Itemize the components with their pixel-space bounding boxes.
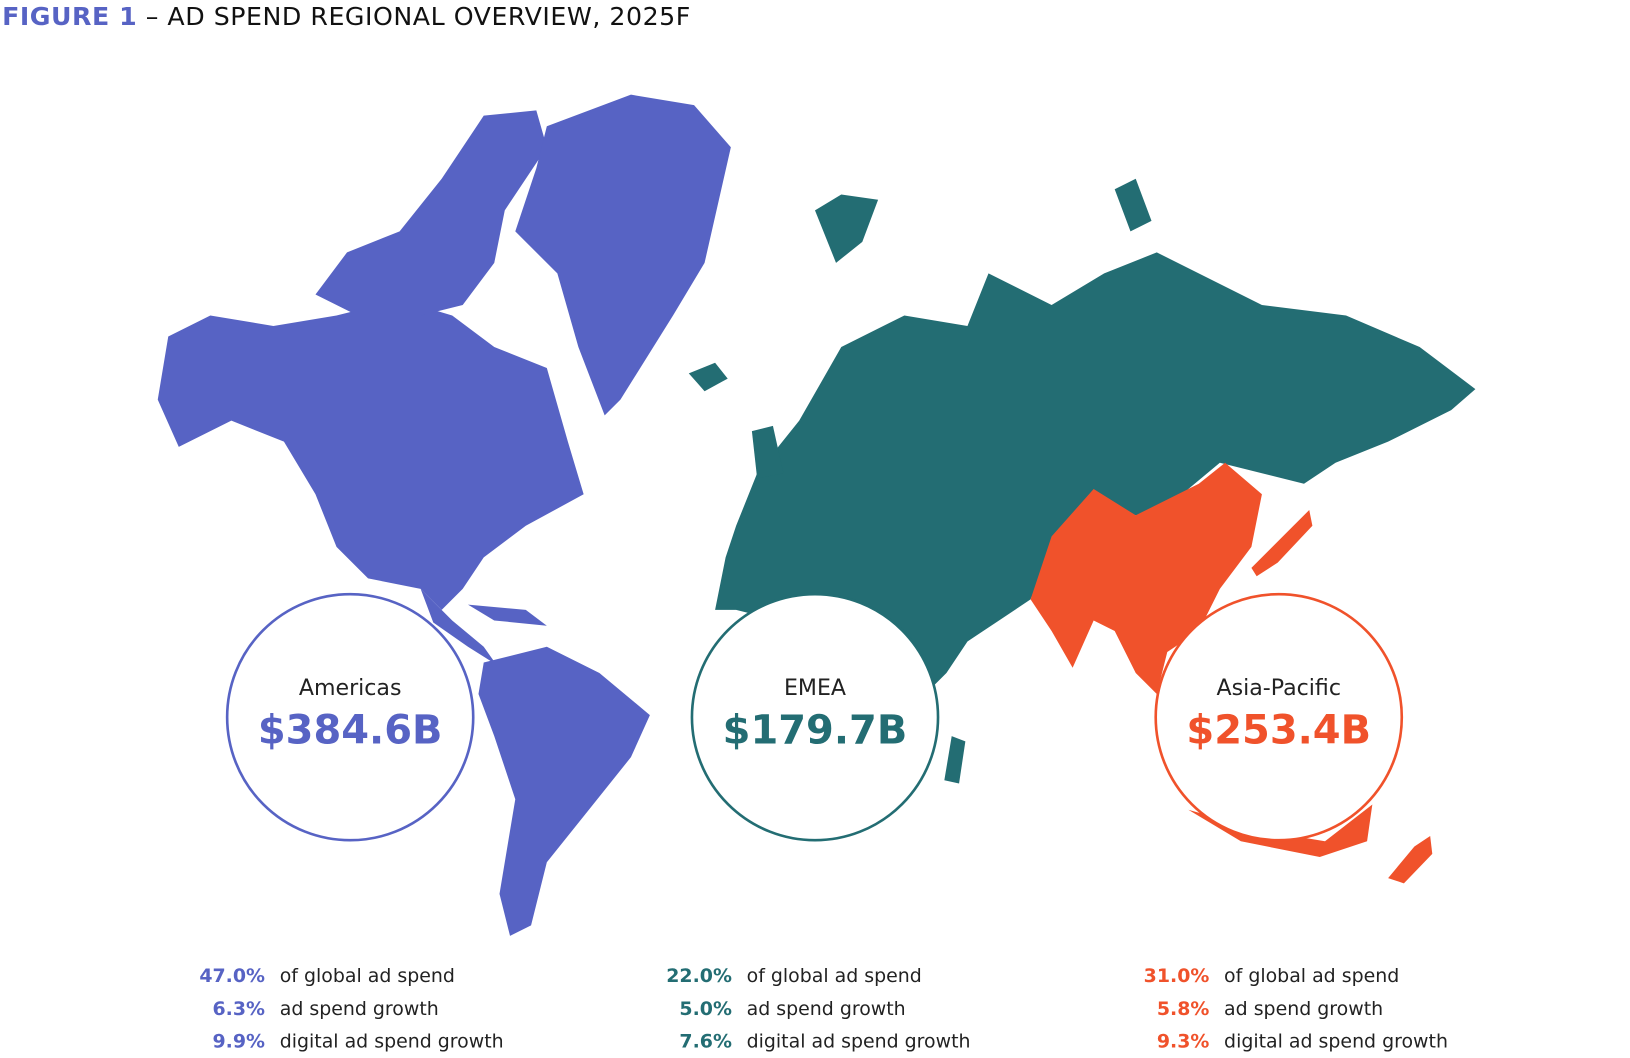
stat-value: 5.0%: [679, 997, 732, 1021]
stat-row: 7.6% digital ad spend growth: [656, 1025, 970, 1058]
americas-stats: 47.0% of global ad spend 6.3% ad spend gro…: [189, 960, 503, 1058]
region-value: $384.6B: [257, 706, 443, 753]
stat-label: ad spend growth: [746, 997, 906, 1021]
stat-value: 47.0%: [199, 965, 266, 988]
stat-label: ad spend growth: [279, 997, 439, 1021]
emea-circle: [690, 592, 940, 842]
svalbard-shape: [814, 194, 879, 263]
eurasia-shape: [715, 252, 1476, 695]
americas-label: Americas $384.6B: [229, 675, 471, 753]
iceland-shape: [688, 362, 728, 392]
south-america-shape: [478, 646, 650, 936]
china-india-shape: [1030, 462, 1262, 695]
stat-label: digital ad spend growth: [279, 1030, 504, 1053]
region-emea-map: [688, 178, 1476, 784]
region-name: EMEA: [783, 675, 847, 701]
arctic-islands-shape: [315, 110, 547, 316]
stat-row: 5.0% ad spend growth: [656, 993, 970, 1026]
stat-label: digital ad spend growth: [1224, 1030, 1448, 1053]
japan-shape: [1251, 510, 1313, 577]
region-asia-pacific-map: [1030, 462, 1433, 884]
stat-row: 5.8% ad spend growth: [1134, 993, 1448, 1026]
caribbean-shape: [467, 604, 547, 626]
asia-pacific-stats: 31.0% of global ad spend 5.8% ad spend gro…: [1134, 960, 1448, 1058]
stat-value: 5.8%: [1156, 997, 1210, 1021]
figure-number: FIGURE 1: [2, 2, 138, 32]
stat-value: 7.6%: [679, 1030, 732, 1053]
stat-row: 9.3% digital ad spend growth: [1134, 1025, 1448, 1058]
stat-value: 6.3%: [212, 997, 266, 1021]
north-america-shape: [157, 299, 584, 610]
stat-value: 9.9%: [212, 1030, 266, 1053]
figure-title: FIGURE 1 – AD SPEND REGIONAL OVERVIEW, 2…: [2, 2, 691, 31]
australia-shape: [1188, 804, 1373, 858]
stat-value: 22.0%: [666, 965, 732, 988]
new-zealand-shape: [1388, 836, 1433, 884]
figure-title-text: – AD SPEND REGIONAL OVERVIEW, 2025F: [137, 2, 691, 32]
stat-row: 9.9% digital ad spend growth: [189, 1025, 504, 1058]
stat-label: ad spend growth: [1224, 997, 1384, 1021]
region-value: $179.7B: [722, 706, 908, 753]
stat-row: 22.0% of global ad spend: [656, 960, 970, 993]
americas-circle: [225, 592, 475, 842]
greenland-shape: [515, 94, 731, 416]
central-america-shape: [420, 588, 497, 665]
stat-label: digital ad spend growth: [746, 1030, 971, 1053]
stat-value: 31.0%: [1143, 965, 1210, 988]
asia-pacific-circle: [1154, 592, 1404, 842]
novaya-zemlya-shape: [1114, 178, 1152, 232]
stat-row: 31.0% of global ad spend: [1134, 960, 1448, 993]
stat-value: 9.3%: [1156, 1030, 1210, 1053]
stat-label: of global ad spend: [1224, 965, 1400, 988]
region-value: $253.4B: [1186, 706, 1372, 753]
uk-shape: [751, 425, 784, 479]
madagascar-shape: [944, 736, 966, 784]
stat-label: of global ad spend: [746, 965, 922, 988]
region-name: Americas: [298, 675, 402, 701]
region-name: Asia-Pacific: [1216, 675, 1341, 701]
region-americas-map: [157, 94, 731, 936]
stat-row: 47.0% of global ad spend: [189, 960, 503, 993]
emea-label: EMEA $179.7B: [694, 675, 936, 753]
asia-pacific-label: Asia-Pacific $253.4B: [1158, 675, 1400, 753]
stat-label: of global ad spend: [279, 965, 455, 988]
stat-row: 6.3% ad spend growth: [189, 993, 503, 1026]
emea-stats: 22.0% of global ad spend 5.0% ad spend gro…: [656, 960, 970, 1058]
